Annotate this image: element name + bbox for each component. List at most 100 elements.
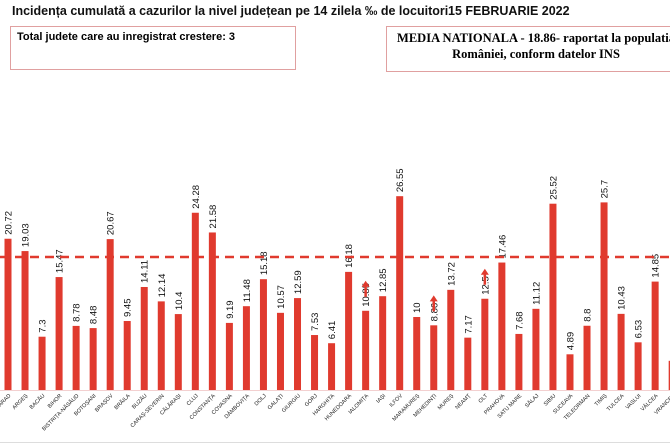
- value-label: 12.14: [157, 274, 168, 298]
- value-label: 7.68: [514, 311, 525, 330]
- bar: [294, 298, 302, 390]
- bar: [72, 325, 80, 390]
- bar: [481, 298, 489, 390]
- value-label: 10.4: [174, 292, 185, 311]
- x-tick-label: GORJ: [304, 393, 319, 408]
- value-label: 10: [412, 302, 423, 313]
- value-label: 13.72: [446, 262, 457, 286]
- value-label: 21.58: [208, 205, 219, 229]
- x-tick-label: TIMIȘ: [594, 393, 609, 408]
- divider: [0, 442, 670, 443]
- x-tick-label: ARGEȘ: [12, 393, 30, 411]
- national-average-box: MEDIA NATIONALA - 18.86- raportat la pop…: [386, 26, 670, 72]
- value-label: 20.67: [106, 211, 117, 235]
- x-tick-label: OLT: [478, 393, 490, 405]
- bar: [583, 325, 591, 390]
- x-tick-label: NEAMȚ: [454, 393, 472, 411]
- bar: [430, 325, 438, 390]
- bar: [140, 286, 148, 390]
- increase-arrow-head-icon: [361, 280, 370, 287]
- bar: [362, 310, 370, 390]
- increase-arrow-head-icon: [429, 295, 438, 302]
- bar: [566, 354, 574, 390]
- bar: [345, 271, 353, 390]
- value-label: 8.48: [89, 306, 100, 325]
- bar: [651, 281, 659, 390]
- bar: [515, 333, 523, 390]
- value-label: 6.41: [327, 321, 338, 340]
- value-label: 7.3: [38, 319, 49, 332]
- value-label: 25.7: [600, 180, 611, 199]
- x-tick-label: ILFOV: [389, 393, 405, 409]
- bar: [191, 212, 199, 390]
- chart-title: Incidența cumulată a cazurilor la nivel …: [12, 4, 449, 18]
- x-tick-label: SIBIU: [543, 393, 557, 407]
- bar: [242, 306, 250, 390]
- value-label: 20.72: [4, 211, 15, 235]
- bar: [174, 314, 182, 390]
- value-label: 15.18: [259, 251, 270, 275]
- value-label: 7.17: [463, 315, 474, 334]
- value-label: 8.8: [583, 309, 594, 322]
- value-label: 4.89: [565, 332, 576, 351]
- bar: [225, 322, 233, 390]
- bar: [379, 296, 387, 390]
- value-label: 11.12: [531, 282, 542, 305]
- bar: [396, 196, 404, 390]
- increase-arrow-head-icon: [480, 268, 489, 275]
- value-label: 8.78: [72, 303, 83, 322]
- national-average-line1: MEDIA NATIONALA - 18.86- raportat la pop…: [397, 31, 670, 45]
- bar: [498, 262, 506, 390]
- value-label: 10.57: [276, 285, 287, 309]
- value-label: 9.19: [225, 300, 236, 319]
- bar: [89, 328, 97, 390]
- value-label: 26.55: [395, 168, 406, 192]
- value-label: 25.52: [548, 176, 559, 200]
- bar: [106, 239, 114, 390]
- x-tick-label: IAȘI: [375, 393, 387, 405]
- bar: [668, 360, 670, 390]
- bar: [4, 238, 12, 390]
- report-date: 15 FEBRUARIE 2022: [448, 4, 570, 18]
- value-label: 12.59: [293, 270, 304, 294]
- bar: [464, 337, 472, 390]
- bar: [328, 343, 336, 390]
- bar: [447, 289, 455, 390]
- value-label: 6.53: [634, 320, 645, 339]
- bar: [123, 321, 131, 390]
- value-label: 15.47: [55, 249, 66, 273]
- x-tick-label: BRĂILA: [113, 392, 132, 411]
- x-tick-label: CLUJ: [186, 393, 200, 407]
- total-increase-box: Total judete care au inregistrat crester…: [10, 26, 296, 70]
- x-tick-label: BACĂU: [28, 392, 46, 410]
- x-tick-label: ARAD: [0, 393, 12, 408]
- value-label: 12.85: [378, 268, 389, 292]
- bar: [276, 312, 284, 390]
- value-label: 14.85: [651, 254, 662, 278]
- x-tick-label: GIURGIU: [281, 393, 302, 414]
- bar: [311, 335, 319, 390]
- bar: [208, 232, 216, 390]
- value-label: 10.43: [617, 286, 628, 310]
- value-label: 9.45: [123, 299, 134, 318]
- x-tick-label: TULCEA: [606, 393, 626, 413]
- value-label: 8.86: [429, 303, 440, 322]
- value-label: 7.53: [310, 313, 321, 332]
- bar: [600, 202, 608, 390]
- bar: [55, 277, 63, 390]
- national-average-line2: României, conform datelor INS: [452, 47, 620, 61]
- value-label: 17.46: [497, 235, 508, 259]
- bar: [157, 301, 165, 390]
- bar: [549, 203, 557, 390]
- value-label: 14.11: [140, 260, 151, 283]
- bar: [532, 308, 540, 390]
- bar: [413, 317, 421, 390]
- x-tick-label: DOLJ: [254, 393, 268, 407]
- x-tick-label: BRAȘOV: [94, 393, 115, 414]
- bar: [617, 313, 625, 390]
- value-label: 24.28: [191, 185, 202, 209]
- value-label: 12.5: [480, 276, 491, 295]
- bar: [38, 336, 46, 390]
